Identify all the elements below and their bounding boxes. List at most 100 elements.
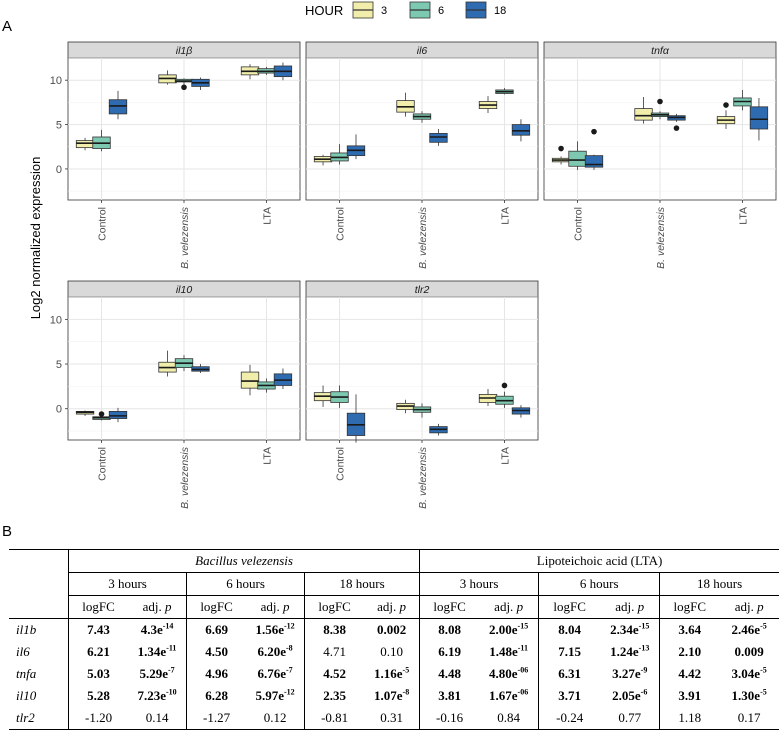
outlier-point: [558, 145, 564, 152]
value-exponent: -12: [284, 621, 295, 631]
value-exponent: -14: [162, 621, 174, 631]
value-cell-il1b-4: 8.38: [304, 618, 365, 641]
facet-title-2: tnfα: [651, 45, 670, 57]
timepoint-header-4: 6 hours: [538, 572, 660, 596]
value-mantissa: 2.46e: [731, 622, 761, 637]
value-exponent: -12: [284, 687, 295, 697]
timepoint-label: 18 hours: [697, 576, 743, 591]
box-1-1-2: [429, 133, 448, 143]
group-header-bv: Bacillus velezensis: [68, 549, 420, 573]
value-cell-il6-9: 1.24e-13: [600, 641, 660, 663]
value-cell-il1b-11: 2.46e-5: [719, 619, 779, 642]
x-tick-label-1: B. velezensis: [655, 206, 667, 269]
value-exponent: -9: [640, 665, 648, 675]
outlier-point: [98, 411, 105, 417]
value-text: 3.64: [678, 622, 702, 637]
value-exponent: -06: [517, 687, 529, 697]
timepoint-label: 6 hours: [579, 576, 619, 591]
col-logfc-text: logFC: [553, 599, 586, 614]
timepoint-header-0: 3 hours: [68, 572, 187, 596]
legend-label-18: 18: [494, 5, 506, 17]
value-cell-il6-6: 6.19: [419, 641, 480, 663]
value-text: 7.15: [558, 644, 582, 659]
value-cell-il1b-6: 8.08: [419, 618, 480, 641]
value-cell-il10-11: 1.30e-5: [719, 685, 779, 707]
col-header-logfc: logFC: [538, 595, 601, 619]
value-mantissa: 2.34e: [610, 622, 639, 637]
value-cell-tlr2-3: 0.12: [246, 707, 305, 730]
col-logfc-text: logFC: [433, 599, 466, 614]
value-cell-il1b-5: 0.002: [364, 619, 419, 642]
col-p-text: p: [516, 599, 524, 614]
col-adj-text: adj.: [142, 599, 162, 614]
value-text: 0.77: [618, 710, 642, 725]
x-tick-label-0: Control: [97, 447, 109, 481]
value-cell-il1b-10: 3.64: [659, 618, 720, 641]
value-text: 4.50: [205, 644, 228, 659]
col-p-text: p: [757, 599, 764, 614]
col-header-adjp: adj. p: [364, 595, 420, 619]
gene-name-text: il10: [16, 688, 37, 703]
outlier-point: [591, 128, 597, 135]
value-text: 0.009: [734, 644, 764, 659]
value-mantissa: 3.04e: [731, 666, 761, 681]
value-cell-tlr2-7: 0.84: [479, 707, 539, 730]
value-cell-tlr2-1: 0.14: [128, 707, 187, 730]
legend-title: HOUR: [305, 3, 343, 18]
y-tick-label: 10: [50, 75, 62, 87]
box-3-0-2: [108, 410, 128, 419]
value-cell-tlr2-4: -0.81: [304, 707, 365, 730]
value-text: 3.81: [438, 688, 461, 703]
gene-name-il6: il6: [9, 641, 69, 663]
panel-label-a: A: [2, 18, 13, 35]
box-0-0-2: [108, 99, 128, 115]
gene-name-tnfa: tnfa: [9, 663, 69, 685]
col-logfc-text: logFC: [673, 599, 707, 614]
legend-label-6: 6: [438, 5, 444, 17]
value-text: 2.35: [323, 688, 346, 703]
value-cell-il10-7: 1.67e-06: [479, 685, 539, 707]
facet-title-0: il1β: [176, 45, 193, 57]
value-cell-tnfa-1: 5.29e-7: [128, 663, 187, 685]
col-adj-text: adj.: [734, 599, 754, 614]
value-text: 0.31: [380, 710, 403, 725]
timepoint-header-1: 6 hours: [186, 572, 305, 596]
value-text: 4.96: [205, 666, 228, 681]
value-cell-il1b-9: 2.34e-15: [600, 619, 660, 642]
value-cell-tlr2-11: 0.17: [719, 707, 779, 730]
value-cell-tnfa-3: 6.76e-7: [246, 663, 305, 685]
value-text: 0.002: [376, 622, 407, 637]
value-cell-tnfa-10: 4.42: [659, 663, 720, 685]
value-text: 4.48: [438, 666, 461, 681]
box-0-0-0: [75, 140, 95, 149]
value-text: 8.08: [438, 622, 461, 637]
value-cell-tlr2-9: 0.77: [600, 707, 660, 730]
value-mantissa: 4.3e: [140, 622, 163, 637]
value-text: 5.03: [87, 666, 110, 681]
col-logfc-text: logFC: [82, 599, 115, 614]
value-cell-il10-0: 5.28: [68, 685, 129, 707]
y-axis-label: Log2 normalized expression: [28, 157, 43, 320]
col-header-adjp: adj. p: [719, 595, 779, 619]
gene-name-text: tnfa: [16, 666, 37, 681]
value-exponent: -5: [760, 665, 767, 675]
col-p-text: p: [283, 599, 290, 614]
value-exponent: -5: [760, 687, 767, 697]
timepoint-label: 6 hours: [226, 576, 265, 591]
value-cell-il1b-2: 6.69: [186, 618, 247, 641]
value-text: 5.28: [87, 688, 110, 703]
value-exponent: -10: [165, 687, 177, 697]
value-cell-il6-5: 0.10: [364, 641, 419, 663]
x-tick-label-2: LTA: [261, 207, 273, 225]
value-mantissa: 1.48e: [489, 644, 518, 659]
value-cell-il6-11: 0.009: [719, 641, 779, 663]
value-exponent: -13: [638, 643, 650, 653]
value-cell-il6-2: 4.50: [186, 641, 247, 663]
x-tick-label-0: Control: [335, 207, 347, 241]
value-text: -0.81: [321, 710, 349, 725]
x-tick-label-1: B. velezensis: [417, 446, 429, 509]
col-logfc-text: logFC: [200, 599, 233, 614]
value-exponent: -15: [638, 621, 650, 631]
value-text: 0.12: [263, 710, 287, 725]
value-cell-il1b-3: 1.56e-12: [246, 619, 305, 642]
